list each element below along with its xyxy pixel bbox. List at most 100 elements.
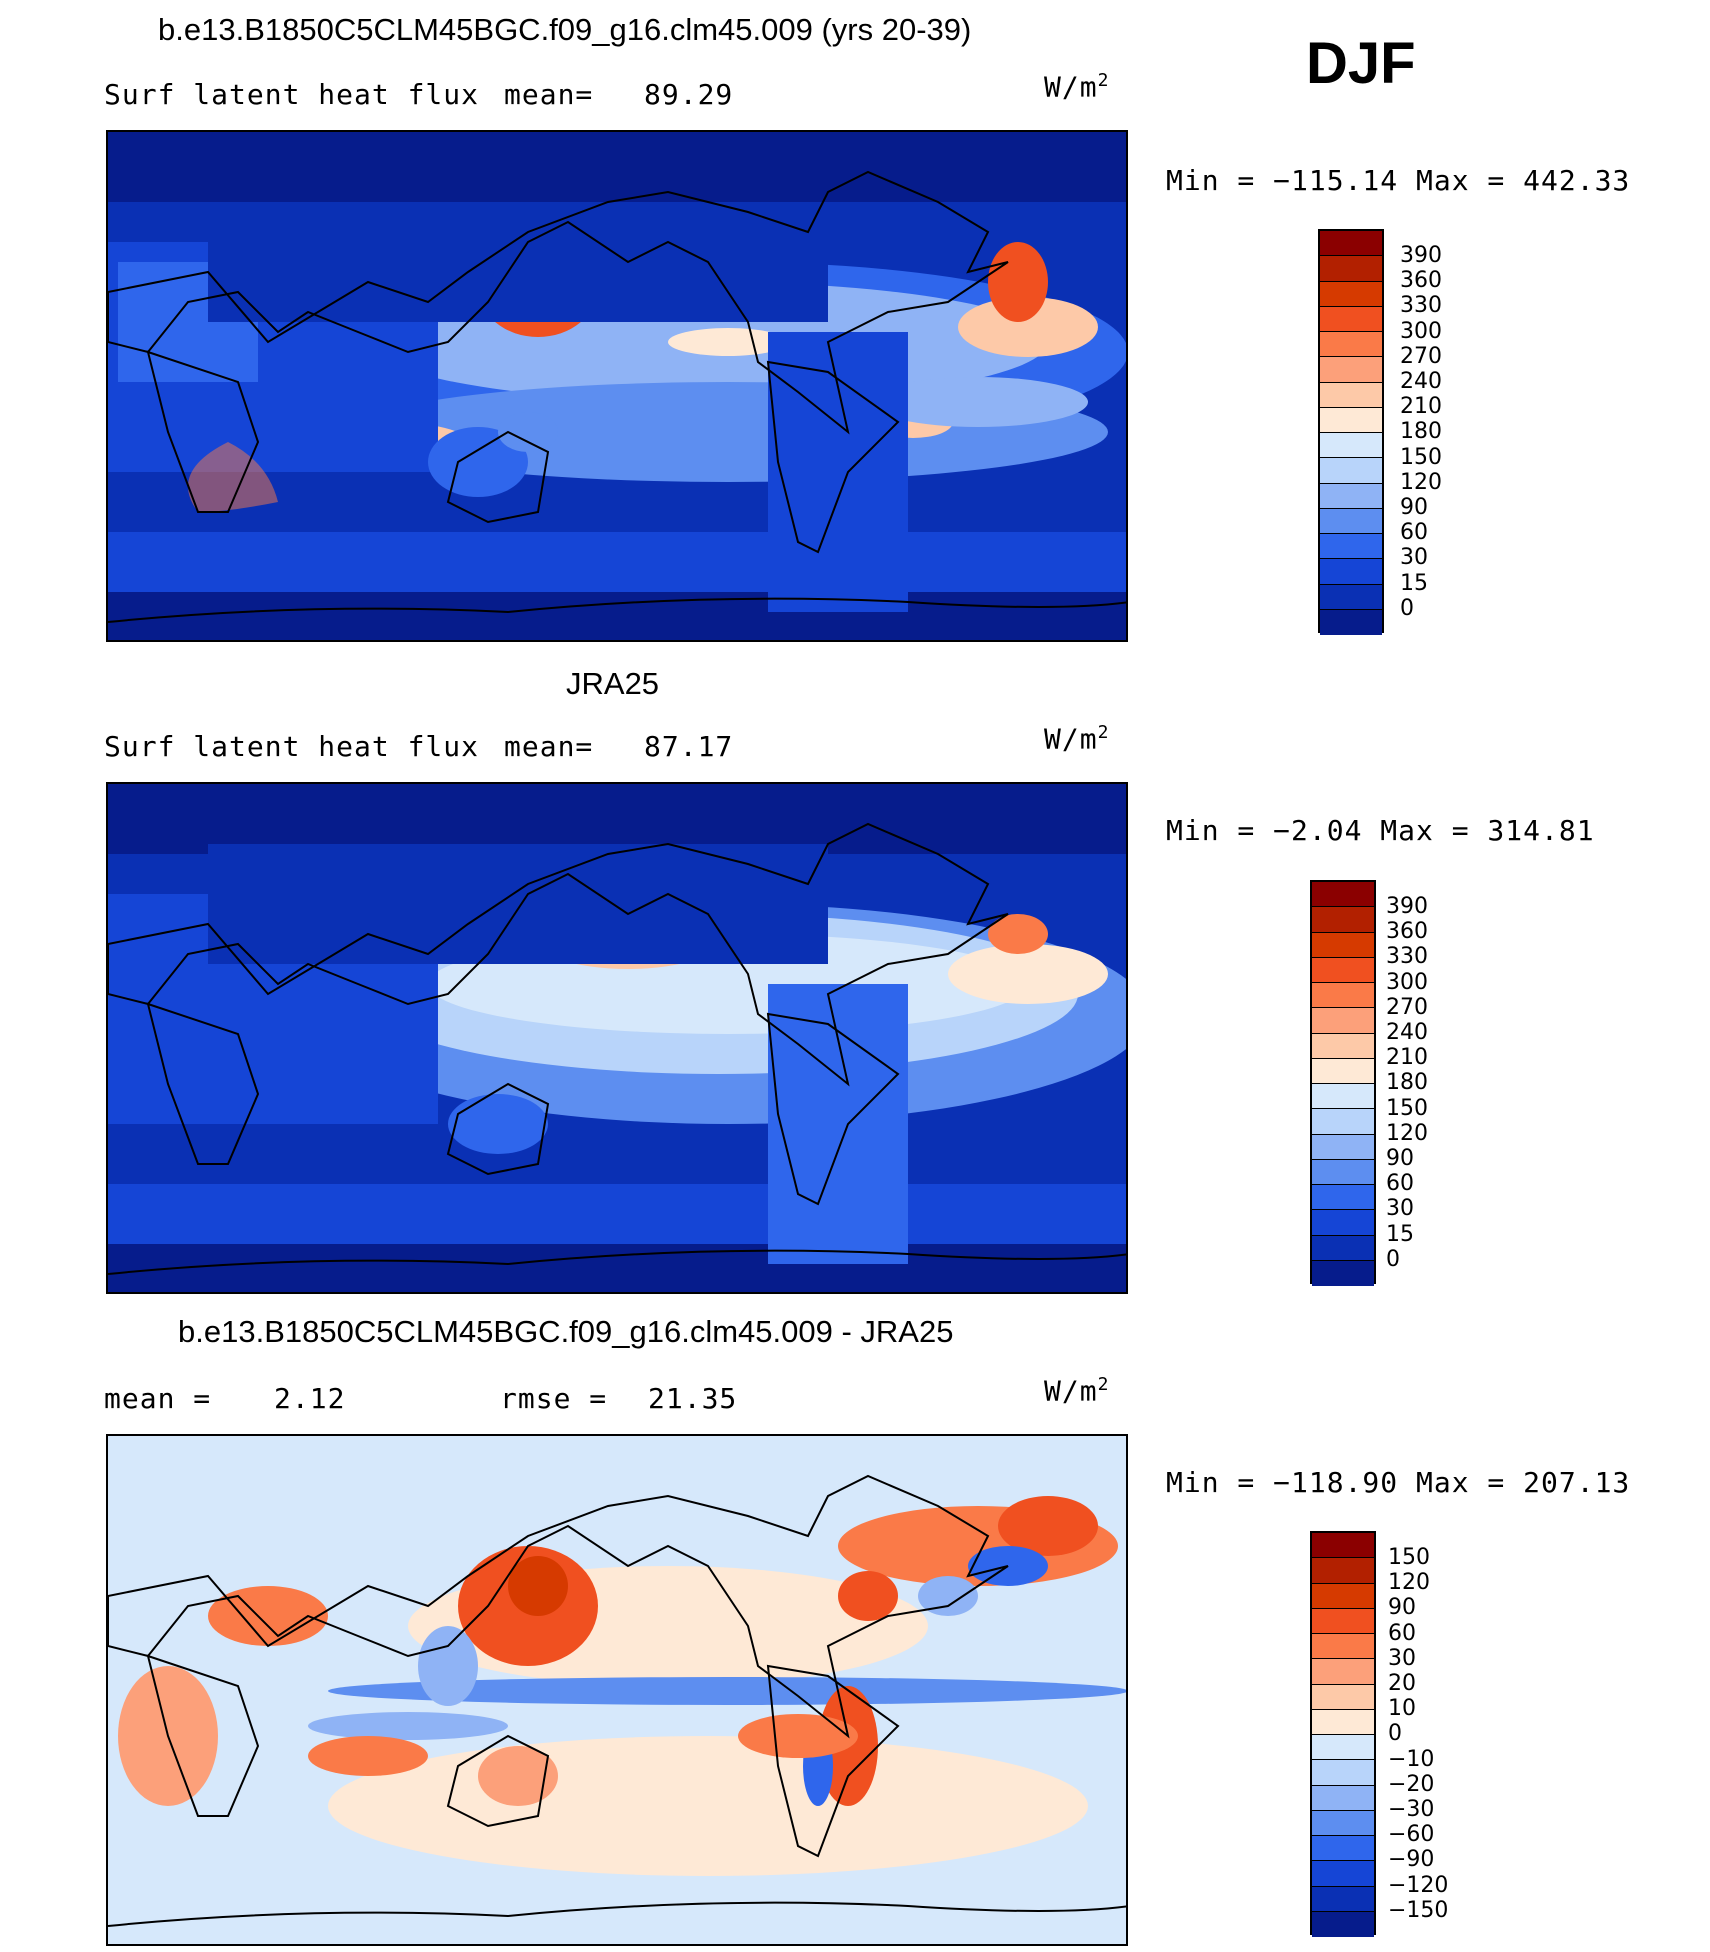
colorbar-swatch — [1312, 1608, 1374, 1634]
panel1-minmax: Min = −115.14 Max = 442.33 — [1166, 164, 1631, 197]
colorbar-swatch — [1312, 1760, 1374, 1786]
colorbar-swatch — [1320, 231, 1382, 257]
colorbar-tick: 360 — [1400, 268, 1442, 294]
colorbar-swatch — [1320, 559, 1382, 585]
colorbar-swatch — [1312, 1861, 1374, 1887]
colorbar-swatch — [1320, 483, 1382, 509]
colorbar-swatch — [1312, 1886, 1374, 1912]
colorbar-swatch — [1312, 1109, 1374, 1135]
colorbar-swatch — [1312, 882, 1374, 908]
colorbar-swatch — [1312, 1583, 1374, 1609]
colorbar-swatch — [1320, 508, 1382, 534]
colorbar-swatch — [1320, 382, 1382, 408]
colorbar-swatch — [1312, 1058, 1374, 1084]
panel3-colorbar — [1310, 1531, 1376, 1937]
colorbar-tick: 30 — [1400, 545, 1428, 571]
colorbar-swatch — [1312, 957, 1374, 983]
colorbar-tick: 240 — [1386, 1020, 1428, 1046]
colorbar-tick: 60 — [1400, 520, 1428, 546]
colorbar-tick: 330 — [1386, 944, 1428, 970]
panel3-mean-value: 2.12 — [274, 1382, 346, 1415]
colorbar-tick: 15 — [1400, 570, 1428, 596]
colorbar-swatch — [1312, 1785, 1374, 1811]
colorbar-tick: 270 — [1386, 994, 1428, 1020]
colorbar-swatch — [1320, 357, 1382, 383]
colorbar-swatch — [1312, 1260, 1374, 1286]
colorbar-tick: 90 — [1400, 495, 1428, 521]
panel3-rmse-label: rmse = — [500, 1382, 608, 1415]
season-label: DJF — [1306, 31, 1416, 96]
colorbar-tick: 180 — [1386, 1070, 1428, 1096]
colorbar-swatch — [1312, 907, 1374, 933]
colorbar-swatch — [1312, 1684, 1374, 1710]
unit-text: W/m — [1044, 70, 1098, 104]
colorbar-swatch — [1312, 1159, 1374, 1185]
colorbar-swatch — [1320, 433, 1382, 459]
colorbar-tick: 150 — [1400, 444, 1442, 470]
colorbar-swatch — [1320, 534, 1382, 560]
colorbar-swatch — [1320, 609, 1382, 635]
unit-exponent: 2 — [1097, 1374, 1110, 1395]
panel2-map — [106, 782, 1128, 1294]
unit-text: W/m — [1044, 1374, 1098, 1408]
colorbar-tick: 120 — [1388, 1570, 1430, 1596]
colorbar-tick: 60 — [1388, 1620, 1416, 1646]
colorbar-tick: 0 — [1400, 595, 1414, 621]
colorbar-swatch — [1312, 932, 1374, 958]
colorbar-tick: 20 — [1388, 1671, 1416, 1697]
colorbar-tick: 10 — [1388, 1696, 1416, 1722]
colorbar-tick: 120 — [1400, 469, 1442, 495]
colorbar-swatch — [1320, 458, 1382, 484]
colorbar-tick: −150 — [1388, 1897, 1449, 1923]
colorbar-tick: −10 — [1388, 1746, 1435, 1772]
panel3-title: b.e13.B1850C5CLM45BGC.f09_g16.clm45.009 … — [178, 1314, 954, 1349]
panel2-variable-label: Surf latent heat flux — [104, 730, 480, 763]
colorbar-swatch — [1312, 1033, 1374, 1059]
colorbar-tick: 90 — [1386, 1146, 1414, 1172]
colorbar-swatch — [1320, 584, 1382, 610]
panel1-map-field — [108, 132, 1126, 640]
colorbar-swatch — [1312, 1210, 1374, 1236]
unit-exponent: 2 — [1097, 70, 1110, 91]
panel3-mean-label: mean = — [104, 1382, 212, 1415]
colorbar-swatch — [1312, 1533, 1374, 1559]
panel1-unit: W/m2 — [1044, 70, 1109, 103]
colorbar-tick: 150 — [1386, 1095, 1428, 1121]
colorbar-swatch — [1312, 1084, 1374, 1110]
colorbar-tick: −120 — [1388, 1872, 1449, 1898]
colorbar-tick: −90 — [1388, 1847, 1435, 1873]
colorbar-swatch — [1320, 281, 1382, 307]
colorbar-tick: 30 — [1386, 1196, 1414, 1222]
panel1-mean-label: mean= — [504, 78, 594, 111]
panel2-title: JRA25 — [566, 666, 660, 701]
colorbar-tick: 300 — [1386, 969, 1428, 995]
colorbar-tick: 90 — [1388, 1595, 1416, 1621]
colorbar-tick: 60 — [1386, 1171, 1414, 1197]
colorbar-swatch — [1312, 1810, 1374, 1836]
panel3-minmax: Min = −118.90 Max = 207.13 — [1166, 1466, 1631, 1499]
colorbar-swatch — [1312, 1235, 1374, 1261]
colorbar-tick: 270 — [1400, 343, 1442, 369]
colorbar-swatch — [1312, 1634, 1374, 1660]
colorbar-swatch — [1312, 1134, 1374, 1160]
panel3-rmse-value: 21.35 — [648, 1382, 738, 1415]
colorbar-tick: 150 — [1388, 1545, 1430, 1570]
colorbar-tick: 330 — [1400, 293, 1442, 319]
panel3-unit: W/m2 — [1044, 1374, 1109, 1407]
panel2-map-field — [108, 784, 1126, 1292]
colorbar-tick: 210 — [1386, 1045, 1428, 1071]
colorbar-swatch — [1312, 1709, 1374, 1735]
panel2-unit: W/m2 — [1044, 722, 1109, 755]
colorbar-tick: 240 — [1400, 369, 1442, 395]
colorbar-tick: 210 — [1400, 394, 1442, 420]
colorbar-tick: 300 — [1400, 318, 1442, 344]
colorbar-swatch — [1320, 306, 1382, 332]
colorbar-swatch — [1312, 1008, 1374, 1034]
colorbar-tick: 180 — [1400, 419, 1442, 445]
colorbar-tick: 360 — [1386, 919, 1428, 945]
panel2-minmax: Min = −2.04 Max = 314.81 — [1166, 814, 1595, 847]
colorbar-swatch — [1320, 332, 1382, 358]
colorbar-tick: 30 — [1388, 1645, 1416, 1671]
colorbar-swatch — [1312, 1185, 1374, 1211]
panel1-colorbar-ticks: 390 360 330 300 270 240 210 180 150 120 … — [1400, 243, 1442, 621]
